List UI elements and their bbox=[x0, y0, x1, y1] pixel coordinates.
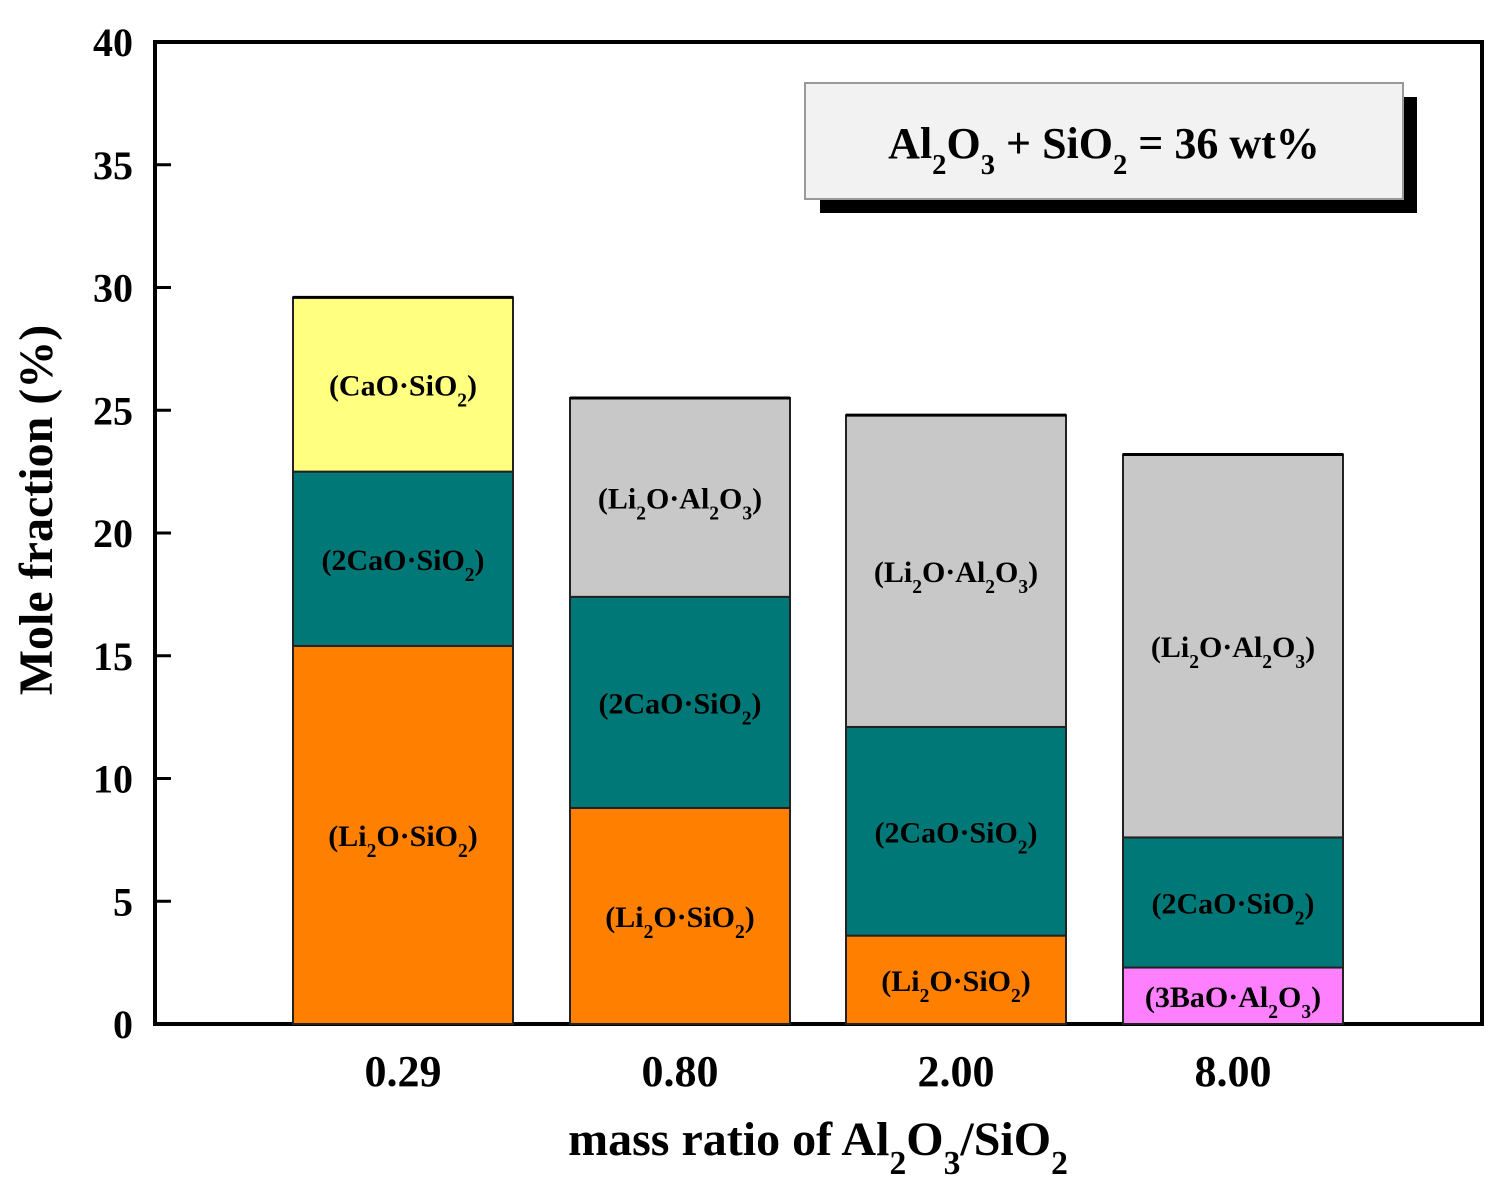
y-tick-label: 30 bbox=[93, 266, 133, 311]
category-label: 8.00 bbox=[1195, 1047, 1272, 1096]
bar-segment bbox=[569, 396, 791, 598]
bar-segment bbox=[569, 595, 791, 809]
segment-label: (Li2O·Al2O3) bbox=[874, 556, 1038, 598]
y-tick-label: 20 bbox=[93, 511, 133, 556]
segment-label: (CaO·SiO2) bbox=[329, 369, 477, 411]
bar-stack-0.29: (Li2O·SiO2) (2CaO·SiO2) (CaO·SiO2) bbox=[292, 295, 514, 1025]
bar-segment bbox=[845, 934, 1067, 1025]
bar-stack-2.00: (Li2O·SiO2) (2CaO·SiO2) (Li2O·Al2O3) bbox=[845, 413, 1067, 1025]
bar-segment bbox=[292, 470, 514, 647]
category-label: 0.29 bbox=[365, 1047, 442, 1096]
segment-label: (Li2O·Al2O3) bbox=[1151, 631, 1315, 673]
y-tick-label: 0 bbox=[113, 1002, 133, 1047]
y-axis-ticks: 0 5 10 15 20 25 30 35 40 bbox=[93, 20, 171, 1047]
segment-label: (Li2O·SiO2) bbox=[881, 965, 1031, 1007]
y-tick-label: 10 bbox=[93, 757, 133, 802]
segment-label: (2CaO·SiO2) bbox=[1151, 887, 1314, 929]
bar-segment bbox=[292, 644, 514, 1025]
bar-segment bbox=[1122, 836, 1344, 969]
y-tick-label: 35 bbox=[93, 143, 133, 188]
bar-segment bbox=[1122, 966, 1344, 1025]
annotation-box: Al2O3 + SiO2 = 36 wt% bbox=[804, 82, 1417, 213]
segment-label: (Li2O·Al2O3) bbox=[598, 482, 762, 523]
segment-label: (2CaO·SiO2) bbox=[874, 816, 1037, 858]
bar-stack-0.80: (Li2O·SiO2) (2CaO·SiO2) (Li2O·Al2O3) bbox=[569, 396, 791, 1026]
segment-label: (2CaO·SiO2) bbox=[598, 687, 761, 729]
bars: (Li2O·SiO2)(2CaO·SiO2)(CaO·SiO2)(Li2O·Si… bbox=[292, 295, 1344, 1026]
category-label: 0.80 bbox=[642, 1047, 719, 1096]
segment-label: (3BaO·Al2O3) bbox=[1145, 981, 1321, 1023]
y-tick-label: 25 bbox=[93, 388, 133, 433]
bar-segment bbox=[569, 806, 791, 1026]
bar-stack-8.00: (3BaO·Al2O3) (2CaO·SiO2) (Li2O·Al2O3) bbox=[1122, 452, 1344, 1025]
bar-segment bbox=[292, 296, 514, 473]
y-axis-title: Mole fraction (%) bbox=[10, 325, 63, 696]
segment-label: (Li2O·SiO2) bbox=[328, 820, 478, 862]
segment-label: (Li2O·SiO2) bbox=[605, 901, 755, 943]
bar-segment bbox=[845, 725, 1067, 937]
y-tick-label: 5 bbox=[113, 879, 133, 924]
y-tick-label: 40 bbox=[93, 20, 133, 65]
category-label: 2.00 bbox=[918, 1047, 995, 1096]
x-axis-categories: 0.29 0.80 2.00 8.00 bbox=[365, 1047, 1272, 1096]
annotation-text: Al2O3 + SiO2 = 36 wt% bbox=[888, 119, 1320, 181]
x-axis-title: mass ratio of Al2O3/SiO2 bbox=[568, 1113, 1068, 1182]
y-tick-label: 15 bbox=[93, 634, 133, 679]
bar-segment bbox=[845, 414, 1067, 728]
annotation-frame bbox=[804, 82, 1404, 200]
segment-label: (2CaO·SiO2) bbox=[321, 544, 484, 586]
